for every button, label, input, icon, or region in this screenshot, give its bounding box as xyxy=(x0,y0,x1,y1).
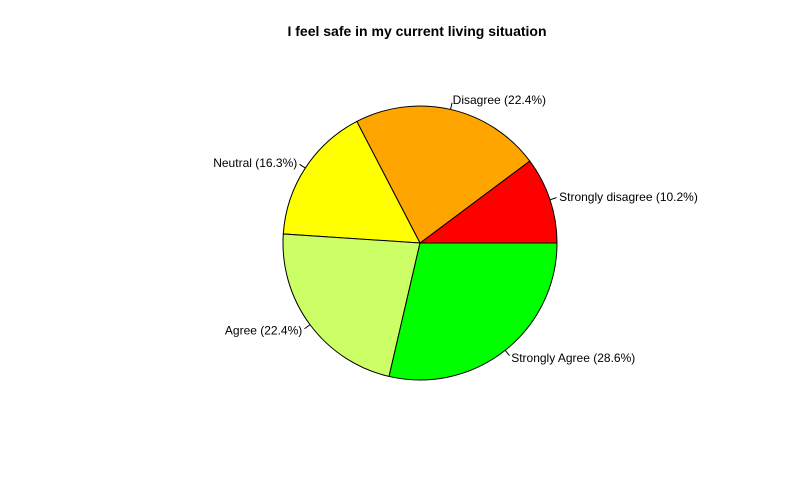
pie-leader-line xyxy=(304,324,311,330)
pie-slice-label: Neutral (16.3%) xyxy=(213,156,297,170)
pie-slice-label: Strongly Agree (28.6%) xyxy=(511,351,635,365)
pie-slices xyxy=(282,105,558,381)
pie-labels: Strongly disagree (10.2%) Disagree (22.4%… xyxy=(213,93,698,365)
pie-slice-label: Strongly disagree (10.2%) xyxy=(559,190,698,204)
pie-leader-line xyxy=(450,102,453,110)
pie-slice-label: Agree (22.4%) xyxy=(225,323,302,337)
pie-slice-label: Disagree (22.4%) xyxy=(453,93,546,107)
pie-slice xyxy=(282,233,421,378)
pie-slice xyxy=(388,242,558,381)
chart-title: I feel safe in my current living situati… xyxy=(287,23,546,39)
pie-slice xyxy=(282,120,421,244)
pie-leader-line xyxy=(504,349,510,356)
pie-leader-line xyxy=(299,163,306,169)
pie-leader-line xyxy=(549,197,557,201)
